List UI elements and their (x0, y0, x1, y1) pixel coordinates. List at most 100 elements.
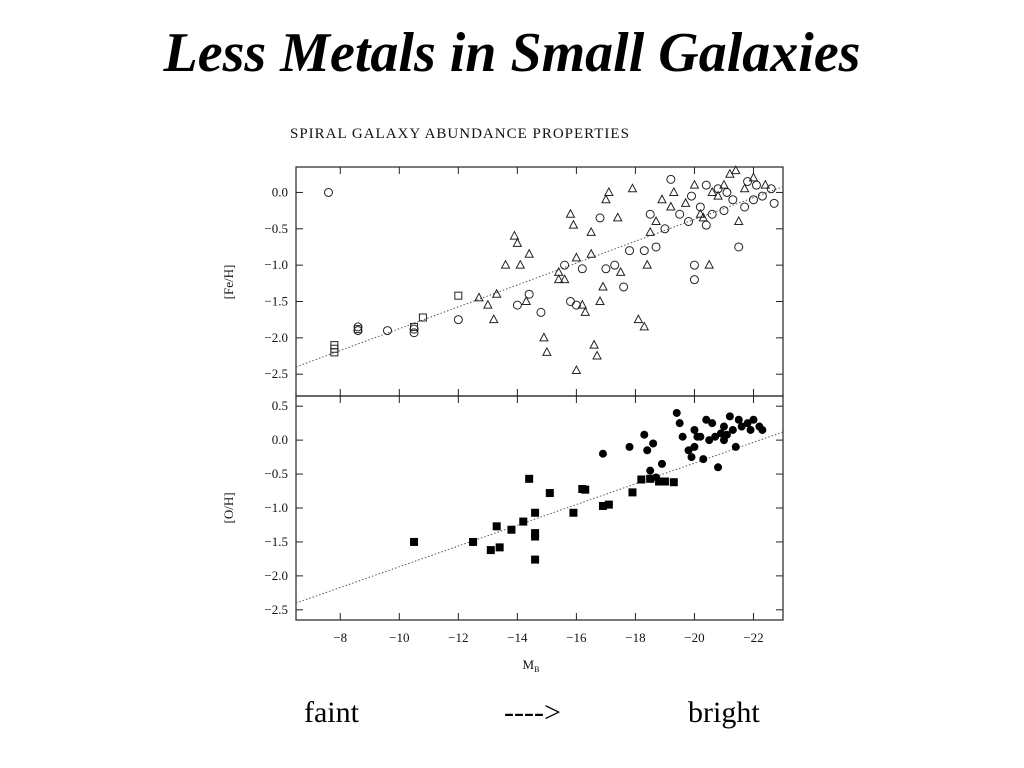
x-tick-label: −8 (333, 630, 347, 645)
o-y-tick-label: −1.0 (264, 500, 288, 515)
o-data-point-filled-circle (652, 473, 661, 482)
o-data-point-filled-circle (737, 422, 746, 431)
o-h-panel: 0.5 0.0 −0.5 −1.0 −1.5 −2.0 −2.5 −8 −10 −12 −14 −16… (264, 396, 784, 645)
fe-y-tick-label: −2.5 (264, 366, 288, 381)
o-h-axis-label: [O/H] (221, 492, 236, 523)
o-data-point-filled-circle (728, 425, 737, 434)
fe-data-point-triangle (612, 212, 623, 222)
svg-text:MB: MB (523, 657, 540, 674)
fe-data-point-triangle (680, 197, 691, 207)
fe-data-point-triangle (642, 259, 653, 269)
fe-data-point-triangle (615, 266, 626, 276)
fe-data-point-circle (512, 300, 522, 310)
o-data-point-filled-square (492, 522, 501, 531)
fe-data-point-triangle (627, 183, 638, 193)
fe-data-point-triangle (666, 201, 676, 211)
o-panel-frame (295, 395, 784, 621)
o-data-point-filled-square (519, 517, 528, 526)
fe-data-point-circle (409, 328, 419, 338)
fe-y-tick-label: −1.0 (264, 257, 288, 272)
fe-h-panel: 0.0 −0.5 −1.0 −1.5 −2.0 −2.5 (264, 165, 784, 396)
fe-data-point-triangle (524, 248, 535, 258)
o-data-point-filled-circle (731, 442, 740, 451)
fe-data-point-triangle (748, 172, 759, 182)
fe-data-point-triangle (586, 248, 596, 258)
fe-data-point-triangle (739, 183, 750, 193)
o-data-point-filled-circle (657, 459, 666, 468)
fe-data-point-triangle (730, 165, 741, 175)
x-tick-label: −12 (448, 630, 468, 645)
o-data-point-filled-square (525, 474, 534, 483)
fe-data-point-circle (734, 242, 744, 252)
fe-y-tick-label: 0.0 (272, 184, 288, 199)
fe-data-point-circle (689, 260, 699, 270)
fe-data-point-circle (625, 246, 635, 256)
o-y-tick-label: −0.5 (264, 466, 288, 481)
fe-data-point-circle (675, 209, 685, 219)
fe-data-point-circle (565, 296, 575, 306)
fe-data-point-triangle (639, 321, 650, 331)
o-data-point-filled-circle (684, 446, 693, 455)
o-data-point-filled-square (581, 485, 590, 494)
fe-data-point-circle (719, 206, 729, 216)
fe-data-point-triangle (601, 194, 611, 204)
fe-data-point-circle (666, 174, 676, 184)
fe-data-point-triangle (565, 208, 576, 218)
fe-h-axis-label: [Fe/H] (221, 265, 236, 300)
fe-data-point-circle (524, 289, 534, 299)
fe-data-point-triangle (657, 194, 667, 204)
fe-data-point-circle (689, 275, 699, 285)
fe-data-point-triangle (589, 339, 599, 349)
fe-data-point-circle (639, 246, 649, 256)
fe-data-point-circle (701, 220, 711, 230)
o-data-point-filled-square (660, 477, 669, 486)
fe-data-point-square (330, 348, 339, 357)
fe-data-point-triangle (577, 299, 588, 309)
fe-data-point-circle (601, 264, 611, 274)
fe-data-point-circle (722, 187, 732, 197)
o-data-point-filled-circle (643, 446, 652, 455)
fe-data-point-square (353, 325, 362, 334)
fe-data-point-triangle (515, 259, 526, 269)
o-data-point-filled-square (604, 500, 613, 509)
fe-data-point-triangle (553, 274, 564, 284)
fe-data-point-triangle (695, 208, 706, 218)
x-tick-label: −16 (566, 630, 587, 645)
slide-title: Less Metals in Small Galaxies (163, 22, 861, 84)
o-y-tick-label: 0.0 (272, 432, 288, 447)
fe-data-point-circle (536, 307, 546, 317)
o-data-point-filled-circle (719, 422, 728, 431)
fe-data-point-triangle (571, 252, 582, 262)
o-data-point-filled-circle (749, 415, 758, 424)
fe-data-point-triangle (633, 314, 644, 324)
caption-arrow: ----> (504, 696, 561, 729)
o-data-point-filled-square (655, 477, 664, 486)
x-tick-label: −22 (743, 630, 763, 645)
fe-data-point-circle (713, 184, 723, 194)
fe-data-point-square (454, 291, 463, 300)
fe-data-point-triangle (539, 332, 549, 342)
fe-data-point-triangle (604, 186, 614, 196)
o-data-point-filled-square (545, 489, 554, 498)
o-y-tick-label: −1.5 (264, 534, 288, 549)
fe-y-tick-label: −2.0 (264, 330, 288, 345)
fe-data-point-circle (619, 282, 629, 292)
o-data-point-filled-square (637, 475, 646, 484)
fe-data-point-circle (701, 180, 711, 190)
x-tick-label: −14 (507, 630, 528, 645)
fe-data-point-triangle (500, 259, 511, 269)
o-data-point-filled-circle (743, 419, 752, 428)
fe-data-point-triangle (595, 295, 605, 305)
fe-data-point-triangle (713, 190, 723, 200)
o-data-point-filled-circle (746, 425, 755, 434)
o-y-tick-label: −2.0 (264, 568, 288, 583)
fe-data-point-triangle (568, 219, 579, 229)
o-data-point-filled-square (569, 508, 578, 517)
o-data-point-filled-circle (702, 415, 711, 424)
o-data-point-filled-circle (646, 466, 655, 475)
o-trend-line (295, 431, 784, 604)
fe-data-point-triangle (474, 292, 484, 302)
fe-data-point-square (410, 322, 419, 331)
o-data-point-filled-square (531, 508, 540, 517)
o-data-point-filled-circle (699, 455, 708, 464)
